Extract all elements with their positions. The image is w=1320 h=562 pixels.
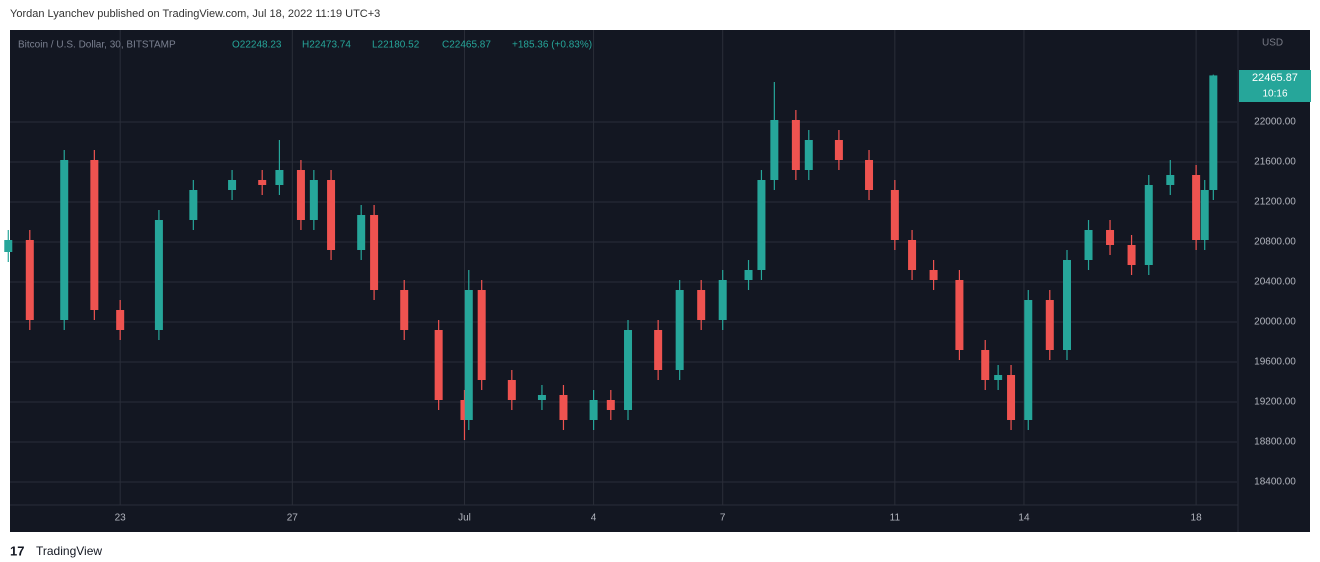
grid: 22000.00 21600.00 21200.00 20800.00 20400.00… — [10, 30, 1296, 524]
x-tick-label: 11 — [890, 513, 901, 524]
candle-body — [464, 290, 473, 420]
chart-panel — [10, 30, 1310, 532]
candle-body — [370, 215, 379, 290]
candle-body — [1063, 260, 1072, 350]
brand: TradingView — [36, 544, 102, 558]
publisher-line: Yordan Lyanchev published on TradingView… — [10, 8, 380, 20]
candle-body — [60, 160, 69, 320]
candle-body — [460, 400, 469, 420]
y-tick-label: 18800.00 — [1254, 437, 1296, 448]
candle-body — [654, 330, 663, 370]
legend-low: L22180.52 — [372, 40, 420, 51]
legend-change: +185.36 (+0.83%) — [512, 40, 592, 51]
x-tick-label: 14 — [1018, 513, 1030, 524]
legend-high: H22473.74 — [302, 40, 351, 51]
x-tick-label: 23 — [115, 513, 127, 524]
candle-body — [258, 180, 267, 185]
candle-body — [865, 160, 874, 190]
candle-body — [400, 290, 409, 330]
candle-body — [327, 180, 336, 250]
candle-body — [697, 290, 706, 320]
legend-open: O22248.23 — [232, 40, 282, 51]
candle-body — [994, 375, 1003, 380]
candle-body — [1144, 185, 1153, 265]
price-tag-value: 22465.87 — [1252, 72, 1298, 84]
candles — [4, 74, 1218, 440]
candle-body — [189, 190, 198, 220]
candle-body — [589, 400, 598, 420]
candle-body — [25, 240, 34, 320]
candle-body — [1024, 300, 1033, 420]
x-tick-label: 4 — [591, 513, 597, 524]
candle-body — [804, 140, 813, 170]
candle-body — [559, 395, 568, 420]
y-tick-label: 20000.00 — [1254, 317, 1296, 328]
footer: 17 TradingView — [10, 543, 102, 558]
candle-body — [309, 180, 318, 220]
candle-body — [908, 240, 917, 270]
price-tag — [1239, 70, 1311, 102]
candle-body — [1007, 375, 1016, 420]
candle-body — [1084, 230, 1093, 260]
candle-body — [606, 400, 615, 410]
candle-body — [116, 310, 125, 330]
candle-body — [718, 280, 727, 320]
candle-body — [275, 170, 284, 185]
logo-mark: 17 — [10, 543, 24, 558]
y-tick-label: 20800.00 — [1254, 237, 1296, 248]
candle-body — [1166, 175, 1175, 185]
x-tick-label: Jul — [458, 513, 471, 524]
candle-body — [929, 270, 938, 280]
candle-body — [154, 220, 163, 330]
candle-body — [228, 180, 237, 190]
candle-body — [955, 280, 964, 350]
candle-body — [1045, 300, 1054, 350]
candle-body — [477, 290, 486, 380]
candle-body — [834, 140, 843, 160]
candle-body — [537, 395, 546, 400]
candle-body — [1192, 175, 1201, 240]
candle-body — [981, 350, 990, 380]
y-tick-label: 22000.00 — [1254, 117, 1296, 128]
y-tick-label: 18400.00 — [1254, 477, 1296, 488]
candle-body — [4, 240, 13, 252]
y-tick-label: 19600.00 — [1254, 357, 1296, 368]
candle-body — [675, 290, 684, 370]
candle-body — [744, 270, 753, 280]
legend-symbol: Bitcoin / U.S. Dollar, 30, BITSTAMP — [18, 40, 176, 51]
candle-body — [357, 215, 366, 250]
candle-body — [1200, 190, 1209, 240]
candle-body — [90, 160, 99, 310]
x-tick-label: 27 — [287, 513, 299, 524]
y-tick-label: 20400.00 — [1254, 277, 1296, 288]
x-tick-label: 18 — [1191, 513, 1203, 524]
candle-body — [770, 120, 779, 180]
currency-label: USD — [1262, 38, 1283, 49]
candle-body — [890, 190, 899, 240]
y-tick-label: 19200.00 — [1254, 397, 1296, 408]
candle-body — [757, 180, 766, 270]
candle-body — [296, 170, 305, 220]
candle-body — [1209, 75, 1218, 190]
x-tick-label: 7 — [720, 513, 726, 524]
y-tick-label: 21600.00 — [1254, 157, 1296, 168]
candle-body — [791, 120, 800, 170]
candle-body — [434, 330, 443, 400]
candle-body — [624, 330, 633, 410]
y-tick-label: 21200.00 — [1254, 197, 1296, 208]
price-tag-countdown: 10:16 — [1262, 89, 1287, 100]
legend: Bitcoin / U.S. Dollar, 30, BITSTAMP O222… — [18, 40, 592, 51]
legend-close: C22465.87 — [442, 40, 491, 51]
candle-body — [1106, 230, 1115, 245]
candle-body — [1127, 245, 1136, 265]
candle-body — [507, 380, 516, 400]
